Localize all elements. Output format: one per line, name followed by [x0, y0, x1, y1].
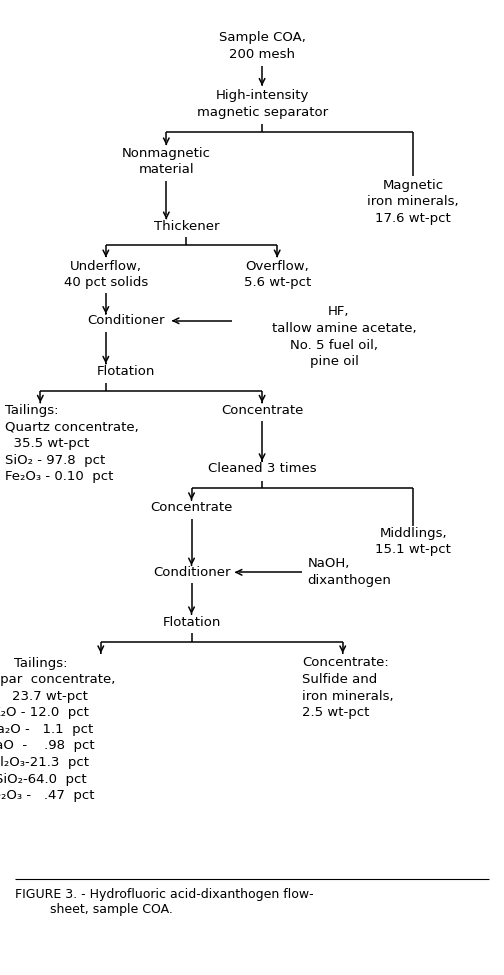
Text: Flotation: Flotation — [97, 365, 155, 378]
Text: Al₂O₃-21.3  pct: Al₂O₃-21.3 pct — [0, 756, 89, 769]
Text: 5.6 wt-pct: 5.6 wt-pct — [243, 276, 311, 290]
Text: K₂O - 12.0  pct: K₂O - 12.0 pct — [0, 706, 89, 720]
Text: Fe₂O₃ -   .47  pct: Fe₂O₃ - .47 pct — [0, 789, 95, 802]
Text: 35.5 wt-pct: 35.5 wt-pct — [5, 437, 89, 450]
Text: Magnetic: Magnetic — [383, 178, 444, 192]
Text: Thickener: Thickener — [154, 219, 219, 233]
Text: 40 pct solids: 40 pct solids — [64, 276, 148, 290]
Text: High-intensity: High-intensity — [215, 89, 309, 102]
Text: iron minerals,: iron minerals, — [302, 689, 394, 703]
Text: SiO₂ - 97.8  pct: SiO₂ - 97.8 pct — [5, 453, 105, 467]
Text: 2.5 wt-pct: 2.5 wt-pct — [302, 706, 370, 720]
Text: NaOH,: NaOH, — [307, 557, 350, 570]
Text: Fe₂O₃ - 0.10  pct: Fe₂O₃ - 0.10 pct — [5, 470, 113, 484]
Text: Tailings:: Tailings: — [5, 404, 58, 417]
Text: Tailings:: Tailings: — [14, 656, 67, 670]
Text: material: material — [139, 163, 194, 176]
Text: Concentrate:: Concentrate: — [302, 656, 389, 670]
Text: 17.6 wt-pct: 17.6 wt-pct — [375, 212, 451, 225]
Text: Conditioner: Conditioner — [153, 566, 230, 579]
Text: pine oil: pine oil — [310, 355, 359, 369]
Text: 15.1 wt-pct: 15.1 wt-pct — [375, 543, 451, 557]
Text: Feldspar  concentrate,: Feldspar concentrate, — [0, 673, 115, 686]
Text: dixanthogen: dixanthogen — [307, 573, 391, 587]
Text: Flotation: Flotation — [162, 615, 221, 629]
Text: Sample COA,: Sample COA, — [219, 30, 305, 44]
Text: iron minerals,: iron minerals, — [367, 195, 459, 209]
Text: Nonmagnetic: Nonmagnetic — [122, 146, 211, 160]
Text: Conditioner: Conditioner — [87, 314, 165, 328]
Text: Concentrate: Concentrate — [221, 404, 303, 417]
Text: SiO₂-64.0  pct: SiO₂-64.0 pct — [0, 772, 86, 786]
Text: Sulfide and: Sulfide and — [302, 673, 377, 686]
Text: Overflow,: Overflow, — [245, 259, 309, 273]
Text: magnetic separator: magnetic separator — [197, 105, 328, 119]
Text: tallow amine acetate,: tallow amine acetate, — [272, 322, 417, 335]
Text: Quartz concentrate,: Quartz concentrate, — [5, 420, 139, 434]
Text: Cleaned 3 times: Cleaned 3 times — [208, 462, 317, 476]
Text: Middlings,: Middlings, — [380, 526, 447, 540]
Text: 23.7 wt-pct: 23.7 wt-pct — [13, 689, 88, 703]
Text: HF,: HF, — [328, 305, 349, 319]
Text: Concentrate: Concentrate — [150, 501, 233, 515]
Text: Underflow,: Underflow, — [70, 259, 142, 273]
Text: Na₂O -   1.1  pct: Na₂O - 1.1 pct — [0, 722, 93, 736]
Text: sheet, sample COA.: sheet, sample COA. — [50, 903, 173, 916]
Text: CaO  -    .98  pct: CaO - .98 pct — [0, 739, 95, 753]
Text: 200 mesh: 200 mesh — [229, 48, 295, 61]
Text: FIGURE 3. - Hydrofluoric acid-dixanthogen flow-: FIGURE 3. - Hydrofluoric acid-dixanthoge… — [15, 887, 314, 901]
Text: No. 5 fuel oil,: No. 5 fuel oil, — [290, 338, 378, 352]
